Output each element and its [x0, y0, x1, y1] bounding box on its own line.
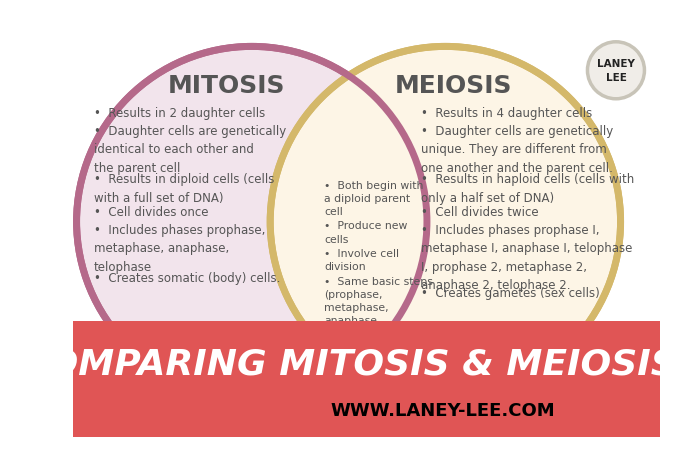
Text: •  Results in 2 daughter cells: • Results in 2 daughter cells: [94, 107, 265, 120]
Text: •  Results in diploid cells (cells
with a full set of DNA): • Results in diploid cells (cells with a…: [94, 173, 274, 205]
Text: •  Results in haploid cells (cells with
only a half set of DNA): • Results in haploid cells (cells with o…: [421, 173, 634, 205]
Circle shape: [76, 47, 427, 397]
Text: •  Daughter cells are genetically
identical to each other and
the parent cell: • Daughter cells are genetically identic…: [94, 125, 286, 175]
Text: •  Both begin with
a diploid parent
cell: • Both begin with a diploid parent cell: [324, 181, 424, 218]
Text: •  Same basic steps
(prophase,
metaphase,
anaphase,
telophase): • Same basic steps (prophase, metaphase,…: [324, 277, 433, 340]
Text: •  Involve cell
division: • Involve cell division: [324, 249, 399, 272]
Text: •  Produce new
cells: • Produce new cells: [324, 221, 407, 245]
Text: WWW.LANEY-LEE.COM: WWW.LANEY-LEE.COM: [330, 402, 555, 420]
Text: •  Results in 4 daughter cells: • Results in 4 daughter cells: [421, 107, 592, 120]
Text: COMPARING MITOSIS & MEIOSIS: COMPARING MITOSIS & MEIOSIS: [21, 348, 676, 382]
Text: •  Daughter cells are genetically
unique. They are different from
one another an: • Daughter cells are genetically unique.…: [421, 125, 613, 175]
Text: MEIOSIS: MEIOSIS: [395, 74, 512, 98]
Text: •  Creates gametes (sex cells): • Creates gametes (sex cells): [421, 287, 599, 300]
Text: •  Creates somatic (body) cells.: • Creates somatic (body) cells.: [94, 272, 280, 285]
Text: LANEY: LANEY: [597, 59, 635, 69]
Text: •  Includes phases prophase,
metaphase, anaphase,
telophase: • Includes phases prophase, metaphase, a…: [94, 224, 265, 274]
Text: MITOSIS: MITOSIS: [168, 74, 286, 98]
Text: •  Cell divides twice: • Cell divides twice: [421, 206, 538, 219]
Text: •  Cell divides once: • Cell divides once: [94, 206, 209, 219]
Text: LEE: LEE: [606, 73, 626, 83]
Text: •  Includes phases prophase I,
metaphase I, anaphase I, telophase
I, prophase 2,: • Includes phases prophase I, metaphase …: [421, 224, 632, 293]
Circle shape: [587, 42, 645, 99]
Circle shape: [270, 47, 621, 397]
FancyBboxPatch shape: [73, 321, 659, 437]
